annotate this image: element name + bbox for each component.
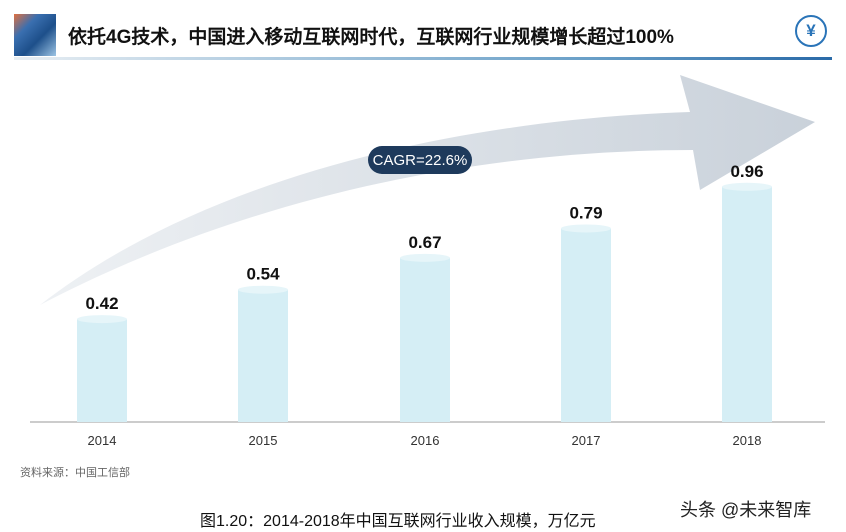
bar-2017 bbox=[561, 228, 611, 422]
cagr-label: CAGR=22.6% bbox=[373, 152, 468, 169]
bar-cap bbox=[77, 315, 127, 324]
bar-cap bbox=[238, 285, 288, 294]
yen-icon: ¥ bbox=[795, 15, 827, 47]
x-tick-label: 2016 bbox=[411, 433, 440, 448]
bar-2014 bbox=[77, 319, 127, 422]
x-tick-label: 2018 bbox=[733, 433, 762, 448]
value-label: 0.67 bbox=[408, 233, 441, 252]
x-tick-label: 2017 bbox=[572, 433, 601, 448]
figure-caption: 图1.20：2014-2018年中国互联网行业收入规模，万亿元 bbox=[200, 513, 596, 530]
watermark: 头条 @未来智库 bbox=[680, 500, 812, 520]
bar-2016 bbox=[400, 257, 450, 422]
value-label: 0.42 bbox=[85, 294, 118, 313]
bar-2018 bbox=[722, 186, 772, 422]
growth-arrow bbox=[40, 75, 815, 305]
bar-cap bbox=[561, 224, 611, 233]
bar-cap bbox=[400, 253, 450, 262]
page-title: 依托4G技术，中国进入移动互联网时代，互联网行业规模增长超过100% bbox=[68, 27, 674, 48]
title-divider bbox=[14, 57, 832, 60]
x-tick-label: 2014 bbox=[88, 433, 117, 448]
x-tick-label: 2015 bbox=[249, 433, 278, 448]
value-label: 0.54 bbox=[246, 265, 280, 284]
cagr-badge: CAGR=22.6% bbox=[368, 146, 472, 174]
source-note: 资料来源：中国工信部 bbox=[20, 467, 130, 479]
header-image bbox=[14, 14, 56, 56]
value-label: 0.79 bbox=[569, 203, 602, 222]
bar-2015 bbox=[238, 289, 288, 422]
bar-cap bbox=[722, 182, 772, 191]
value-label: 0.96 bbox=[730, 162, 763, 181]
